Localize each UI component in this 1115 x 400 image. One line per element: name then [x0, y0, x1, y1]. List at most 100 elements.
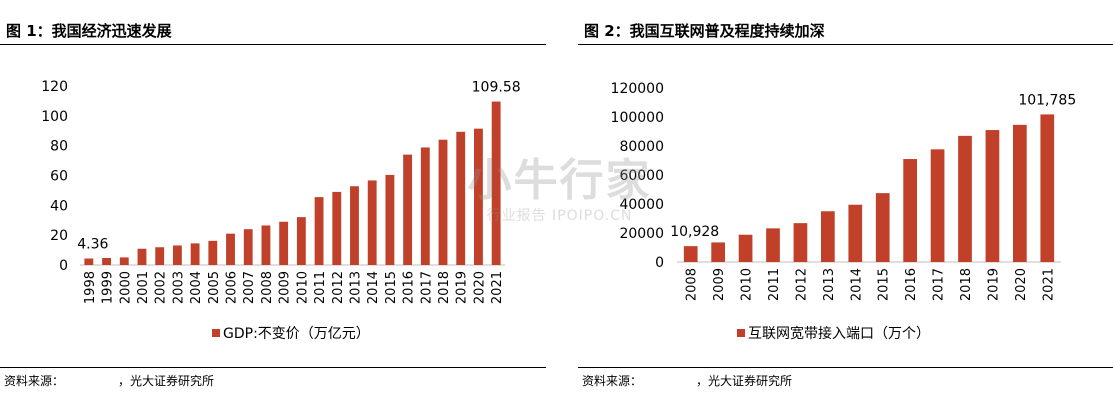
bar	[84, 258, 94, 265]
bar	[314, 197, 324, 265]
x-tick-label: 2016	[402, 271, 417, 304]
bar	[985, 130, 1000, 262]
bar	[683, 246, 698, 262]
x-tick-label: 2005	[207, 271, 222, 304]
bar	[420, 147, 430, 265]
x-tick-label: 2009	[278, 271, 293, 304]
y-tick-label: 40	[50, 198, 68, 214]
figure-2-top-rule	[578, 44, 1113, 45]
bar	[296, 217, 306, 265]
bar	[190, 243, 200, 265]
x-tick-label: 2002	[154, 271, 169, 304]
bar	[848, 204, 863, 262]
x-tick-label: 2010	[740, 268, 755, 301]
legend-swatch	[212, 329, 220, 337]
x-tick-label: 2019	[455, 271, 470, 304]
x-tick-label: 2012	[331, 271, 346, 304]
data-label: 109.58	[472, 80, 521, 96]
figure-1-source-label: 资料来源：	[4, 374, 65, 388]
legend-label: GDP:不变价（万亿元）	[223, 326, 370, 342]
figure-1-top-rule	[0, 44, 546, 45]
data-label: 101,785	[1018, 92, 1076, 108]
bar	[491, 101, 501, 265]
x-tick-label: 2021	[490, 271, 505, 304]
y-tick-label: 80	[50, 139, 68, 155]
figure-2-source-label: 资料来源：	[582, 374, 643, 388]
x-tick-label: 2015	[877, 268, 892, 301]
y-tick-label: 0	[59, 258, 68, 274]
x-tick-label: 2003	[171, 271, 186, 304]
x-tick-label: 2010	[295, 271, 310, 304]
x-tick-label: 2020	[472, 271, 487, 304]
bar	[350, 186, 359, 265]
y-tick-label: 120	[41, 79, 68, 95]
y-tick-label: 60000	[619, 168, 664, 184]
x-tick-label: 2009	[712, 268, 727, 301]
x-tick-label: 1999	[101, 271, 116, 304]
bar	[903, 159, 917, 262]
y-tick-label: 120000	[611, 81, 664, 97]
bar	[137, 248, 147, 265]
x-tick-label: 1998	[83, 271, 98, 304]
x-tick-label: 2011	[767, 268, 782, 301]
bar	[438, 139, 448, 265]
bar	[793, 223, 808, 262]
bar	[155, 247, 165, 265]
x-tick-label: 2004	[189, 271, 204, 304]
x-tick-label: 2001	[136, 271, 151, 304]
legend-label: 互联网宽带接入端口（万个）	[748, 325, 930, 342]
legend-swatch	[737, 329, 745, 337]
bar	[1040, 114, 1055, 263]
bar	[766, 228, 780, 262]
x-tick-label: 2013	[348, 271, 363, 304]
figure-1-panel: 图 1：我国经济迅速发展 0 20 40 60 80 100 120 1998 1999 2000…	[0, 0, 546, 400]
x-tick-label: 2007	[242, 271, 257, 304]
figure-2-title: 图 2：我国互联网普及程度持续加深	[584, 22, 825, 40]
bar	[474, 128, 483, 265]
x-tick-label: 2013	[822, 268, 837, 301]
x-tick-label: 2016	[904, 268, 919, 301]
data-label: 4.36	[77, 236, 108, 252]
x-tick-label: 2008	[260, 271, 275, 304]
x-tick-label: 2018	[959, 268, 974, 301]
figure-2-bottom-rule	[578, 367, 1113, 368]
bar	[1013, 124, 1027, 262]
broadband-ports-bar-chart: 0 20000 40000 60000 80000 100000 120000 2008 200…	[611, 81, 1077, 342]
y-tick-label: 100	[41, 109, 68, 125]
data-label: 10,928	[670, 224, 719, 240]
x-tick-label: 2000	[118, 271, 133, 304]
figure-1-title: 图 1：我国经济迅速发展	[6, 22, 172, 40]
y-tick-label: 20000	[619, 226, 664, 242]
bar	[711, 242, 725, 262]
y-tick-label: 60	[50, 169, 68, 185]
figure-2-panel: 图 2：我国互联网普及程度持续加深 0 20000 40000 60000 80000 1…	[578, 0, 1113, 400]
figure-2-source-org: ，光大证券研究所	[696, 374, 793, 388]
x-tick-label: 2014	[366, 271, 381, 304]
x-tick-label: 2014	[849, 268, 864, 301]
figure-1-bottom-rule	[0, 367, 546, 368]
bar	[261, 225, 271, 265]
x-tick-label: 2017	[419, 271, 434, 304]
x-tick-label: 2008	[685, 268, 700, 301]
bar	[930, 149, 945, 262]
x-tick-label: 2017	[932, 268, 947, 301]
y-tick-label: 20	[50, 228, 68, 244]
bar	[172, 245, 182, 265]
x-tick-label: 2012	[794, 268, 809, 301]
figure-1-source-org: ，光大证券研究所	[118, 374, 215, 388]
bar	[279, 221, 289, 265]
x-tick-label: 2015	[384, 271, 399, 304]
figure-1-source: 资料来源： ，光大证券研究所	[4, 372, 214, 389]
y-tick-label: 80000	[619, 139, 664, 155]
bar	[958, 135, 972, 262]
bar	[208, 240, 218, 265]
x-tick-label: 2019	[986, 268, 1001, 301]
bar	[119, 257, 129, 265]
bar	[226, 233, 235, 265]
x-tick-label: 2020	[1014, 268, 1029, 301]
bar	[102, 257, 111, 265]
x-tick-label: 2006	[225, 271, 240, 304]
bar	[738, 234, 753, 262]
bar	[385, 174, 395, 265]
